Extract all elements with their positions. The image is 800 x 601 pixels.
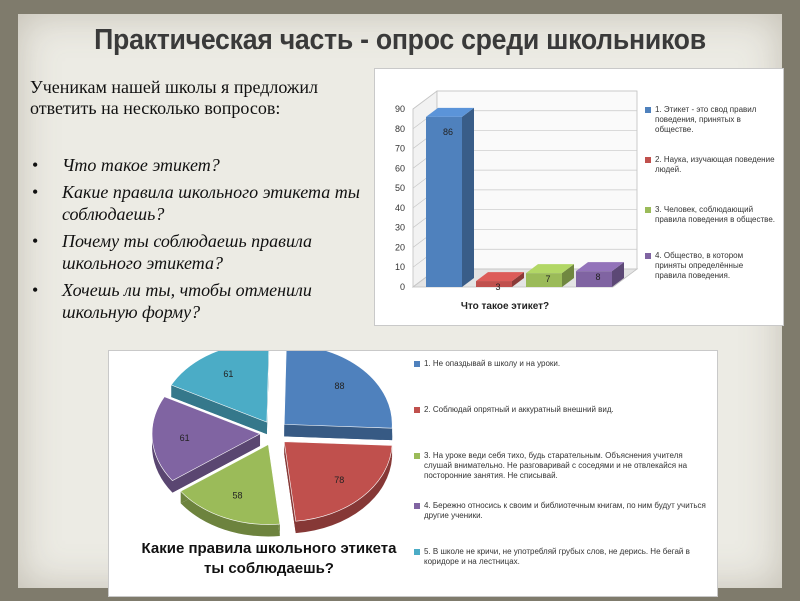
y-tick-label: 30 — [395, 223, 405, 233]
bar-data-label: 8 — [595, 272, 600, 282]
legend-swatch — [414, 407, 420, 413]
bar-data-label: 7 — [545, 274, 550, 284]
bar-chart-svg: 0 10 20 30 40 50 60 70 80 90 86 3 7 8 Что такое этикет… — [395, 90, 639, 312]
pie-slice — [151, 396, 261, 482]
y-tick-label: 10 — [395, 262, 405, 272]
gridline — [412, 90, 637, 110]
bar-side — [562, 264, 574, 287]
y-tick-label: 80 — [395, 124, 405, 134]
pie-slice — [180, 444, 281, 525]
legend-entry: 4. Общество, в котором приняты определён… — [655, 251, 744, 280]
legend-entry: 3. Человек, соблюдающий правила поведени… — [655, 205, 776, 224]
question-item: Что такое этикет? — [30, 154, 375, 176]
legend-swatch — [414, 549, 420, 555]
pie-slice-wall — [171, 342, 270, 435]
bar-side — [512, 272, 524, 287]
questions-list: Что такое этикет? Какие правила школьног… — [30, 154, 375, 328]
slide-title: Практическая часть - опрос среди школьни… — [94, 24, 706, 56]
legend-entry: 1. Не опаздывай в школу и на уроки. — [424, 359, 561, 368]
legend-entry: 1. Этикет - это свод правил поведения, п… — [655, 105, 757, 134]
pie-data-label: 61 — [180, 433, 190, 443]
legend-entry: 2. Соблюдай опрятный и аккуратный внешни… — [424, 405, 614, 414]
bar-data-label: 86 — [443, 127, 453, 137]
pie-data-label: 88 — [334, 381, 344, 391]
y-tick-label: 70 — [395, 144, 405, 154]
legend-swatch — [414, 503, 420, 509]
bar-chart-title: Что такое этикет? — [461, 301, 549, 312]
bar-data-label: 3 — [495, 282, 500, 292]
legend-swatch — [645, 207, 651, 213]
legend-entry: 4. Бережно относись к своим и библиотечн… — [424, 501, 706, 520]
legend-swatch — [645, 107, 651, 113]
question-item: Почему ты соблюдаешь правила школьного э… — [30, 230, 375, 274]
legend-swatch — [414, 361, 420, 367]
y-tick-label: 20 — [395, 242, 405, 252]
pie-chart-title-line1: Какие правила школьного этикета — [142, 540, 398, 557]
legend-swatch — [414, 453, 420, 459]
pie-slice — [283, 441, 393, 522]
y-tick-label: 0 — [400, 282, 405, 292]
y-tick-label: 40 — [395, 203, 405, 213]
pie-data-label: 78 — [334, 475, 344, 485]
legend-swatch — [645, 157, 651, 163]
pie-chart-rules: 88 78 58 61 61 Какие правила школьного этикет… — [108, 341, 718, 597]
pie-slice-wall — [284, 344, 393, 441]
legend-entry: 2. Наука, изучающая поведение людей. — [655, 155, 775, 174]
pie-data-label: 58 — [232, 491, 242, 501]
bar-side — [612, 262, 624, 287]
y-tick-label: 60 — [395, 163, 405, 173]
pie-data-label: 61 — [223, 369, 233, 379]
bar — [476, 281, 512, 287]
pie-chart-title-line2: ты соблюдаешь? — [204, 560, 334, 577]
bar-chart-etiquette: 0 10 20 30 40 50 60 70 80 90 86 3 7 8 Что такое этикет… — [374, 68, 784, 326]
y-tick-label: 50 — [395, 183, 405, 193]
question-item: Какие правила школьного этикета ты соблю… — [30, 181, 375, 225]
bar-top — [426, 107, 474, 117]
legend-entry: 5. В школе не кричи, не употребляй грубы… — [424, 547, 690, 566]
legend-entry: 3. На уроке веди себя тихо, будь старате… — [424, 451, 688, 480]
bar-top — [576, 262, 624, 272]
bar-side — [462, 107, 474, 288]
bar-top — [476, 272, 524, 282]
bar — [576, 271, 612, 287]
bar — [426, 116, 462, 288]
bar-top — [526, 264, 574, 274]
bar — [526, 273, 562, 287]
pie-chart-svg: 88 78 58 61 61 Какие правила школьного этикет… — [142, 341, 398, 577]
legend-swatch — [645, 253, 651, 259]
intro-text: Ученикам нашей школы я предложил ответит… — [30, 77, 318, 118]
question-item: Хочешь ли ты, чтобы отменили школьную фо… — [30, 279, 375, 323]
y-tick-label: 90 — [395, 104, 405, 114]
